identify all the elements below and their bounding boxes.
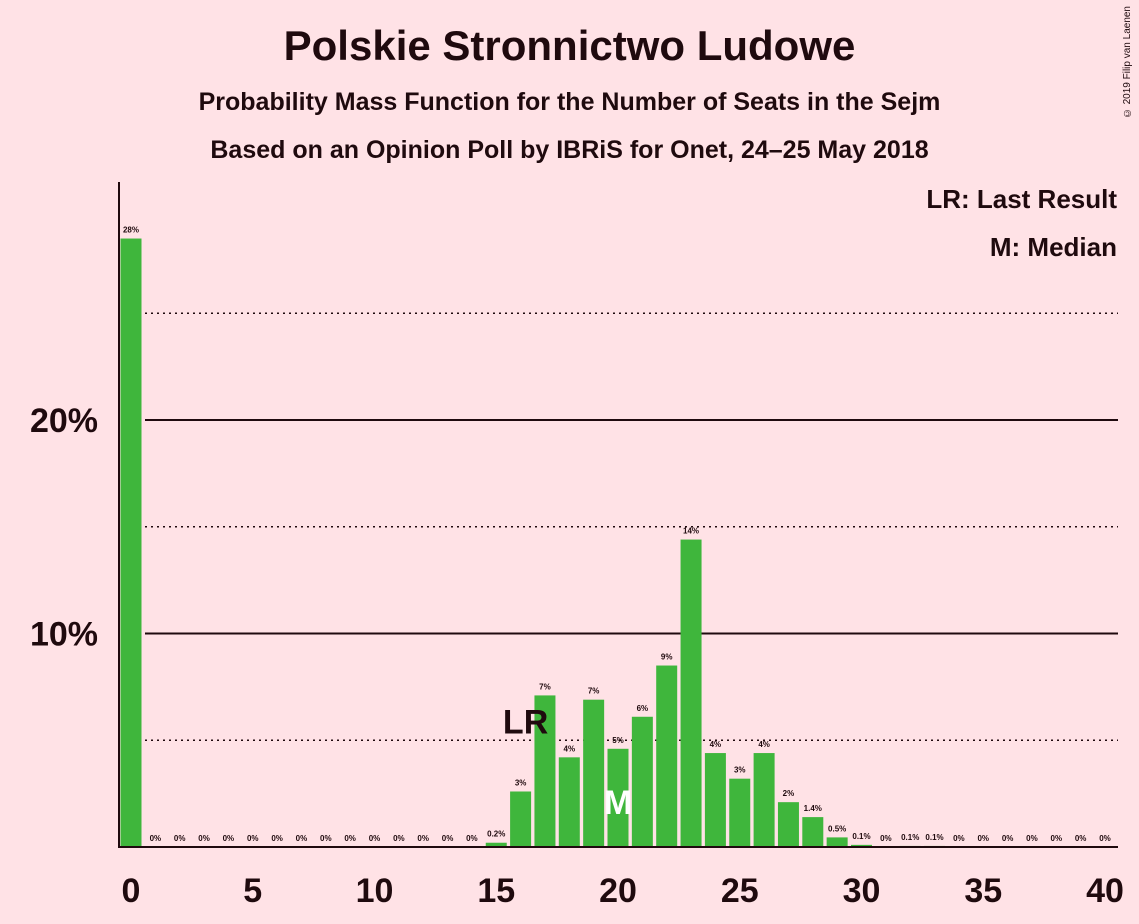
data-label: 0.2% — [487, 830, 505, 839]
data-label: 0% — [369, 834, 381, 843]
data-label: 7% — [588, 687, 600, 696]
chart-title: Polskie Stronnictwo Ludowe — [283, 22, 856, 69]
bar — [485, 842, 507, 847]
x-tick-label: 40 — [1086, 872, 1124, 910]
bar — [120, 238, 142, 847]
data-label: 4% — [710, 740, 722, 749]
bar — [851, 844, 872, 847]
data-label: 0% — [880, 834, 892, 843]
bar — [729, 778, 751, 847]
median-marker: M — [604, 784, 632, 822]
data-label: 1.4% — [804, 804, 822, 813]
x-tick-label: 25 — [721, 872, 759, 910]
data-label: 0% — [393, 834, 405, 843]
bar — [534, 695, 556, 847]
chart-source-subtitle: Based on an Opinion Poll by IBRiS for On… — [210, 136, 929, 164]
data-label: 0% — [953, 834, 965, 843]
data-label: 28% — [123, 226, 139, 235]
bar — [802, 817, 824, 847]
data-label: 9% — [661, 653, 673, 662]
data-label: 0% — [977, 834, 989, 843]
x-tick-label: 20 — [599, 872, 637, 910]
chart-subtitle: Probability Mass Function for the Number… — [198, 88, 941, 116]
data-label: 3% — [734, 766, 746, 775]
data-label: 7% — [539, 682, 551, 691]
x-tick-label: 5 — [243, 872, 262, 910]
x-tick-label: 10 — [356, 872, 394, 910]
data-label: 6% — [637, 704, 649, 713]
data-label: 0% — [296, 834, 308, 843]
data-label: 3% — [515, 778, 527, 787]
data-label: 0% — [247, 834, 259, 843]
bar — [704, 753, 726, 847]
y-tick-label: 20% — [30, 402, 98, 440]
bar — [558, 757, 580, 847]
x-tick-label: 30 — [843, 872, 881, 910]
data-label: 0% — [1026, 834, 1038, 843]
bar — [510, 791, 532, 847]
bar — [826, 837, 848, 847]
data-label: 0.1% — [852, 832, 870, 841]
legend-median: M: Median — [989, 232, 1117, 262]
data-label: 4% — [758, 740, 770, 749]
data-label: 0% — [442, 834, 454, 843]
legend-last-result: LR: Last Result — [926, 184, 1117, 214]
data-label: 2% — [783, 789, 795, 798]
data-label: 0% — [1002, 834, 1014, 843]
data-label: 0.5% — [828, 824, 846, 833]
bar — [680, 539, 702, 847]
data-label: 0% — [271, 834, 283, 843]
data-label: 0.1% — [901, 833, 919, 842]
bar — [631, 716, 653, 847]
y-tick-label: 10% — [30, 616, 98, 654]
data-label: 5% — [612, 736, 624, 745]
last-result-marker: LR — [503, 703, 548, 741]
data-label: 0% — [1099, 834, 1111, 843]
bar — [753, 753, 775, 847]
data-label: 0% — [223, 834, 235, 843]
data-label: 0.1% — [925, 833, 943, 842]
data-label: 0% — [417, 834, 429, 843]
bar — [583, 699, 605, 847]
data-label: 4% — [564, 744, 576, 753]
data-label: 0% — [198, 834, 210, 843]
x-tick-label: 15 — [477, 872, 515, 910]
data-label: 14% — [683, 527, 699, 536]
data-label: 0% — [174, 834, 186, 843]
x-tick-label: 0 — [122, 872, 141, 910]
data-label: 0% — [150, 834, 162, 843]
bar — [777, 802, 799, 847]
data-label: 0% — [320, 834, 332, 843]
x-tick-label: 35 — [964, 872, 1002, 910]
data-label: 0% — [1051, 834, 1063, 843]
data-label: 0% — [1075, 834, 1087, 843]
bar — [656, 665, 678, 847]
data-label: 0% — [344, 834, 356, 843]
data-label: 0% — [466, 834, 478, 843]
bar — [607, 748, 629, 847]
